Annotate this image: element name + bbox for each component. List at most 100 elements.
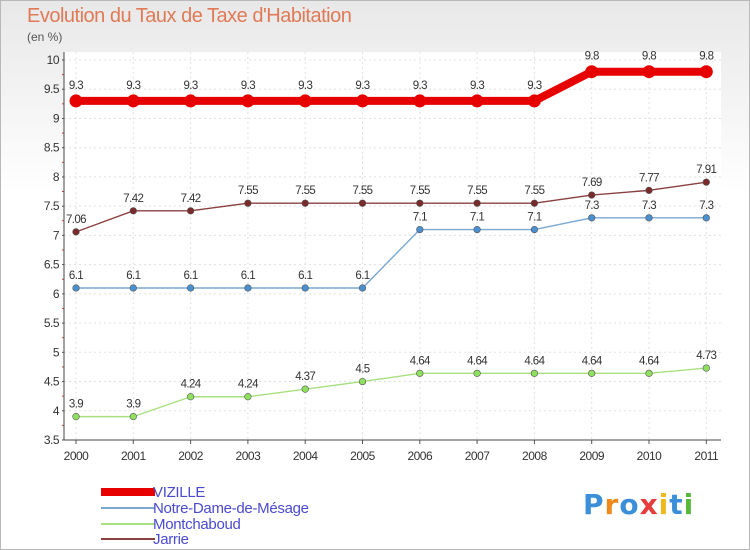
y-tick-label: 6: [53, 287, 60, 301]
data-point: [473, 369, 481, 377]
data-label: 4.64: [582, 355, 603, 367]
data-label: 7.91: [696, 164, 716, 176]
data-label: 6.1: [69, 270, 83, 282]
data-point: [298, 94, 312, 108]
data-label: 7.55: [524, 185, 544, 197]
data-point: [129, 284, 137, 292]
legend-item-notre-dame: Notre-Dame-de-Mésage: [101, 500, 309, 517]
plot-area: [64, 52, 721, 440]
legend-item-montchaboud: Montchaboud: [101, 515, 241, 533]
data-label: 4.64: [467, 355, 488, 367]
y-tick-label: 5.5: [44, 316, 60, 330]
y-tick-label: 6.5: [44, 258, 60, 272]
logo-letter: x: [639, 488, 659, 521]
data-label: 9.3: [126, 80, 140, 92]
legend-item-vizille: VIZILLE: [101, 483, 206, 501]
data-point: [69, 94, 83, 108]
x-tick-label: 2001: [121, 449, 147, 463]
data-point: [187, 207, 195, 215]
data-point: [588, 214, 596, 222]
series-line-1: [75, 217, 707, 289]
legend-label-vizille: VIZILLE: [153, 483, 206, 501]
proxiti-logo: Proxiti: [583, 488, 694, 521]
legend-label-montchaboud: Montchaboud: [153, 515, 241, 533]
data-point: [702, 364, 710, 372]
data-label: 7.55: [410, 185, 430, 197]
data-label: 9.3: [355, 80, 369, 92]
data-label: 4.64: [524, 355, 545, 367]
data-point: [126, 94, 140, 108]
data-label: 7.55: [295, 185, 315, 197]
data-point: [699, 65, 713, 79]
data-label: 7.42: [181, 193, 201, 205]
y-tick-label: 3.5: [44, 433, 60, 447]
data-point: [413, 94, 427, 108]
legend-swatch-notre-dame: [101, 507, 155, 509]
x-tick-label: 2011: [694, 449, 719, 463]
y-tick-label: 8: [53, 170, 60, 184]
data-point: [187, 393, 195, 401]
legend-swatch-vizille: [101, 488, 155, 496]
data-point: [72, 228, 80, 236]
data-point: [702, 214, 710, 222]
data-label: 9.3: [413, 80, 427, 92]
logo-letter: r: [604, 488, 620, 521]
data-label: 6.1: [126, 270, 140, 282]
data-point: [470, 94, 484, 108]
y-tick-label: 9: [53, 111, 60, 125]
legend-label-jarrie: Jarrie: [153, 530, 189, 548]
logo-letter: i: [658, 488, 670, 521]
x-tick-label: 2009: [579, 449, 605, 463]
data-point: [72, 284, 80, 292]
y-tick-label: 8.5: [44, 141, 60, 155]
data-label: 7.3: [699, 200, 713, 212]
data-label: 9.8: [585, 51, 599, 63]
data-point: [358, 199, 367, 207]
data-label: 7.1: [527, 212, 541, 224]
y-tick-label: 5: [53, 345, 60, 359]
data-label: 4.64: [639, 355, 660, 367]
data-label: 7.55: [467, 185, 487, 197]
y-tick-label: 7: [53, 228, 60, 242]
data-point: [358, 284, 367, 292]
data-point: [645, 186, 653, 194]
data-point: [473, 225, 481, 234]
y-tick-label: 4: [53, 404, 60, 418]
legend-item-jarrie: Jarrie: [101, 530, 189, 548]
data-label: 3.9: [126, 399, 140, 411]
data-label: 4.24: [181, 379, 202, 391]
data-label: 4.5: [355, 364, 369, 376]
data-point: [241, 94, 255, 108]
series-line-2: [75, 367, 707, 418]
data-label: 9.3: [241, 80, 255, 92]
data-label: 6.1: [298, 270, 312, 282]
data-point: [301, 284, 309, 292]
logo-letter: o: [619, 488, 640, 521]
data-point: [301, 199, 309, 207]
y-tick-label: 9.5: [44, 82, 60, 96]
data-point: [416, 225, 424, 234]
data-label: 9.3: [298, 80, 312, 92]
data-point: [588, 191, 596, 199]
data-point: [473, 199, 481, 207]
data-label: 7.69: [582, 177, 602, 189]
y-tick-label: 4.5: [44, 375, 60, 389]
chart-title: Evolution du Taux de Taxe d'Habitation: [27, 5, 352, 27]
data-label: 7.55: [238, 185, 258, 197]
data-label: 7.55: [353, 185, 373, 197]
data-label: 7.42: [123, 193, 143, 205]
data-label: 3.9: [69, 399, 83, 411]
data-point: [358, 377, 367, 386]
data-label: 4.37: [295, 371, 315, 383]
series-line-3: [75, 181, 707, 233]
legend-swatch-jarrie: [101, 538, 155, 540]
data-point: [588, 369, 596, 377]
x-tick-label: 2004: [293, 449, 319, 463]
data-point: [129, 207, 137, 215]
data-point: [645, 369, 653, 377]
logo-letter: P: [583, 488, 605, 521]
data-label: 9.3: [184, 80, 198, 92]
x-tick-label: 2010: [637, 449, 663, 463]
data-label: 7.1: [470, 212, 484, 224]
